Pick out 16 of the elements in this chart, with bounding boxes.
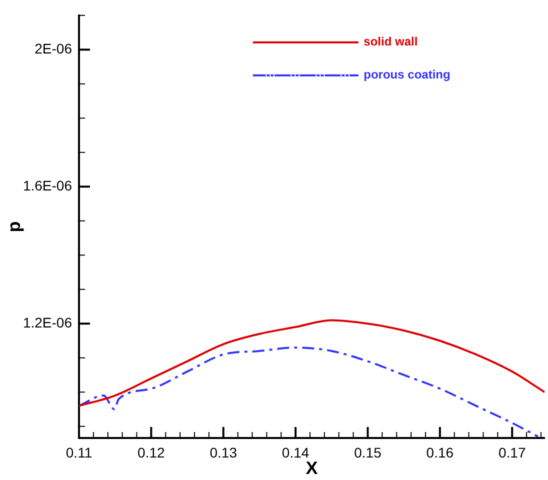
text: solid wall <box>364 34 418 49</box>
x-tick-label: 0.11 <box>66 444 92 460</box>
text: porous coating <box>364 68 450 82</box>
x-axis-title: X <box>306 458 318 478</box>
x-tick-label: 0.12 <box>138 444 166 460</box>
line-series <box>79 319 545 407</box>
y-tick-label: 1.6E-06 <box>22 177 72 194</box>
x-tick-label: 0.15 <box>354 444 382 460</box>
y-tick-label: 1.2E-06 <box>22 314 72 330</box>
x-tick-label: 0.16 <box>426 444 454 460</box>
x-tick-label: 0.17 <box>498 444 526 460</box>
y-tick-label: 2E-06 <box>34 40 72 57</box>
y-axis-title: p <box>4 221 24 232</box>
x-tick-label: 0.13 <box>210 444 238 460</box>
x-tick-label: 0.14 <box>282 444 310 460</box>
line-series <box>79 346 540 438</box>
